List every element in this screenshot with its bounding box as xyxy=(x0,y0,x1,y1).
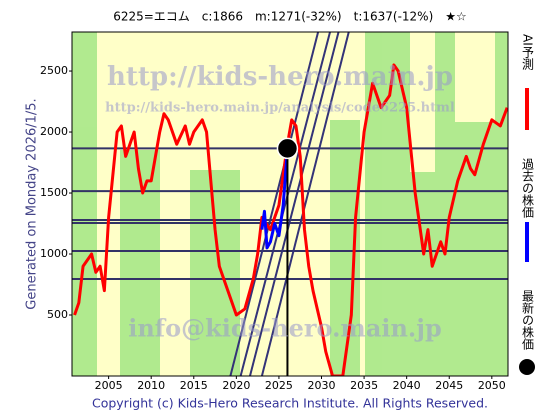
series-line xyxy=(73,63,508,376)
trend-line xyxy=(229,32,320,376)
x-tick-label: 2050 xyxy=(478,379,506,392)
watermark: info@kids-hero.main.jp xyxy=(128,314,442,343)
legend-swatch xyxy=(525,222,529,262)
x-tick-label: 2005 xyxy=(95,379,123,392)
chart-title: 6225=エコム c:1866 m:1271(-32%) t:1637(-12%… xyxy=(113,10,467,24)
legend-label: AI予測 xyxy=(521,34,535,70)
x-tick-label: 2025 xyxy=(265,379,293,392)
plot-frame xyxy=(71,31,509,377)
side-note: Generated on Monday 2026/1/5. xyxy=(25,98,40,309)
legend-label: 最新の株価 xyxy=(521,290,535,350)
y-tick-label: 2000 xyxy=(40,125,68,138)
footer: Copyright (c) Kids-Hero Research Institu… xyxy=(92,396,488,411)
x-tick-label: 2040 xyxy=(393,379,421,392)
y-tick-label: 1500 xyxy=(40,186,68,199)
background-zones-light xyxy=(410,32,495,172)
marks xyxy=(72,32,508,376)
x-tick-label: 2045 xyxy=(435,379,463,392)
latest-point xyxy=(276,137,299,160)
trend-line xyxy=(249,32,340,376)
y-tick-label: 500 xyxy=(47,308,68,321)
zone xyxy=(190,170,240,376)
x-tick-label: 2010 xyxy=(137,379,165,392)
legend-swatch xyxy=(525,88,529,130)
x-tick-label: 2020 xyxy=(222,379,250,392)
zone xyxy=(72,32,97,376)
legend-swatch xyxy=(519,359,535,375)
series-line xyxy=(260,148,289,250)
x-tick-label: 2035 xyxy=(350,379,378,392)
zone xyxy=(120,150,160,376)
x-tick-label: 2015 xyxy=(180,379,208,392)
watermark: http://kids-hero.main.jp xyxy=(107,62,453,92)
background-zones xyxy=(72,32,508,376)
legend-label: 過去の株価 xyxy=(521,158,535,218)
y-tick-label: 2500 xyxy=(40,64,68,77)
trend-line xyxy=(260,32,350,376)
zone xyxy=(455,32,495,122)
x-tick-label: 2030 xyxy=(308,379,336,392)
trend-line xyxy=(239,32,331,376)
watermark: http://kids-hero.main.jp/analysis/code62… xyxy=(105,101,455,116)
y-tick-label: 1000 xyxy=(40,247,68,260)
